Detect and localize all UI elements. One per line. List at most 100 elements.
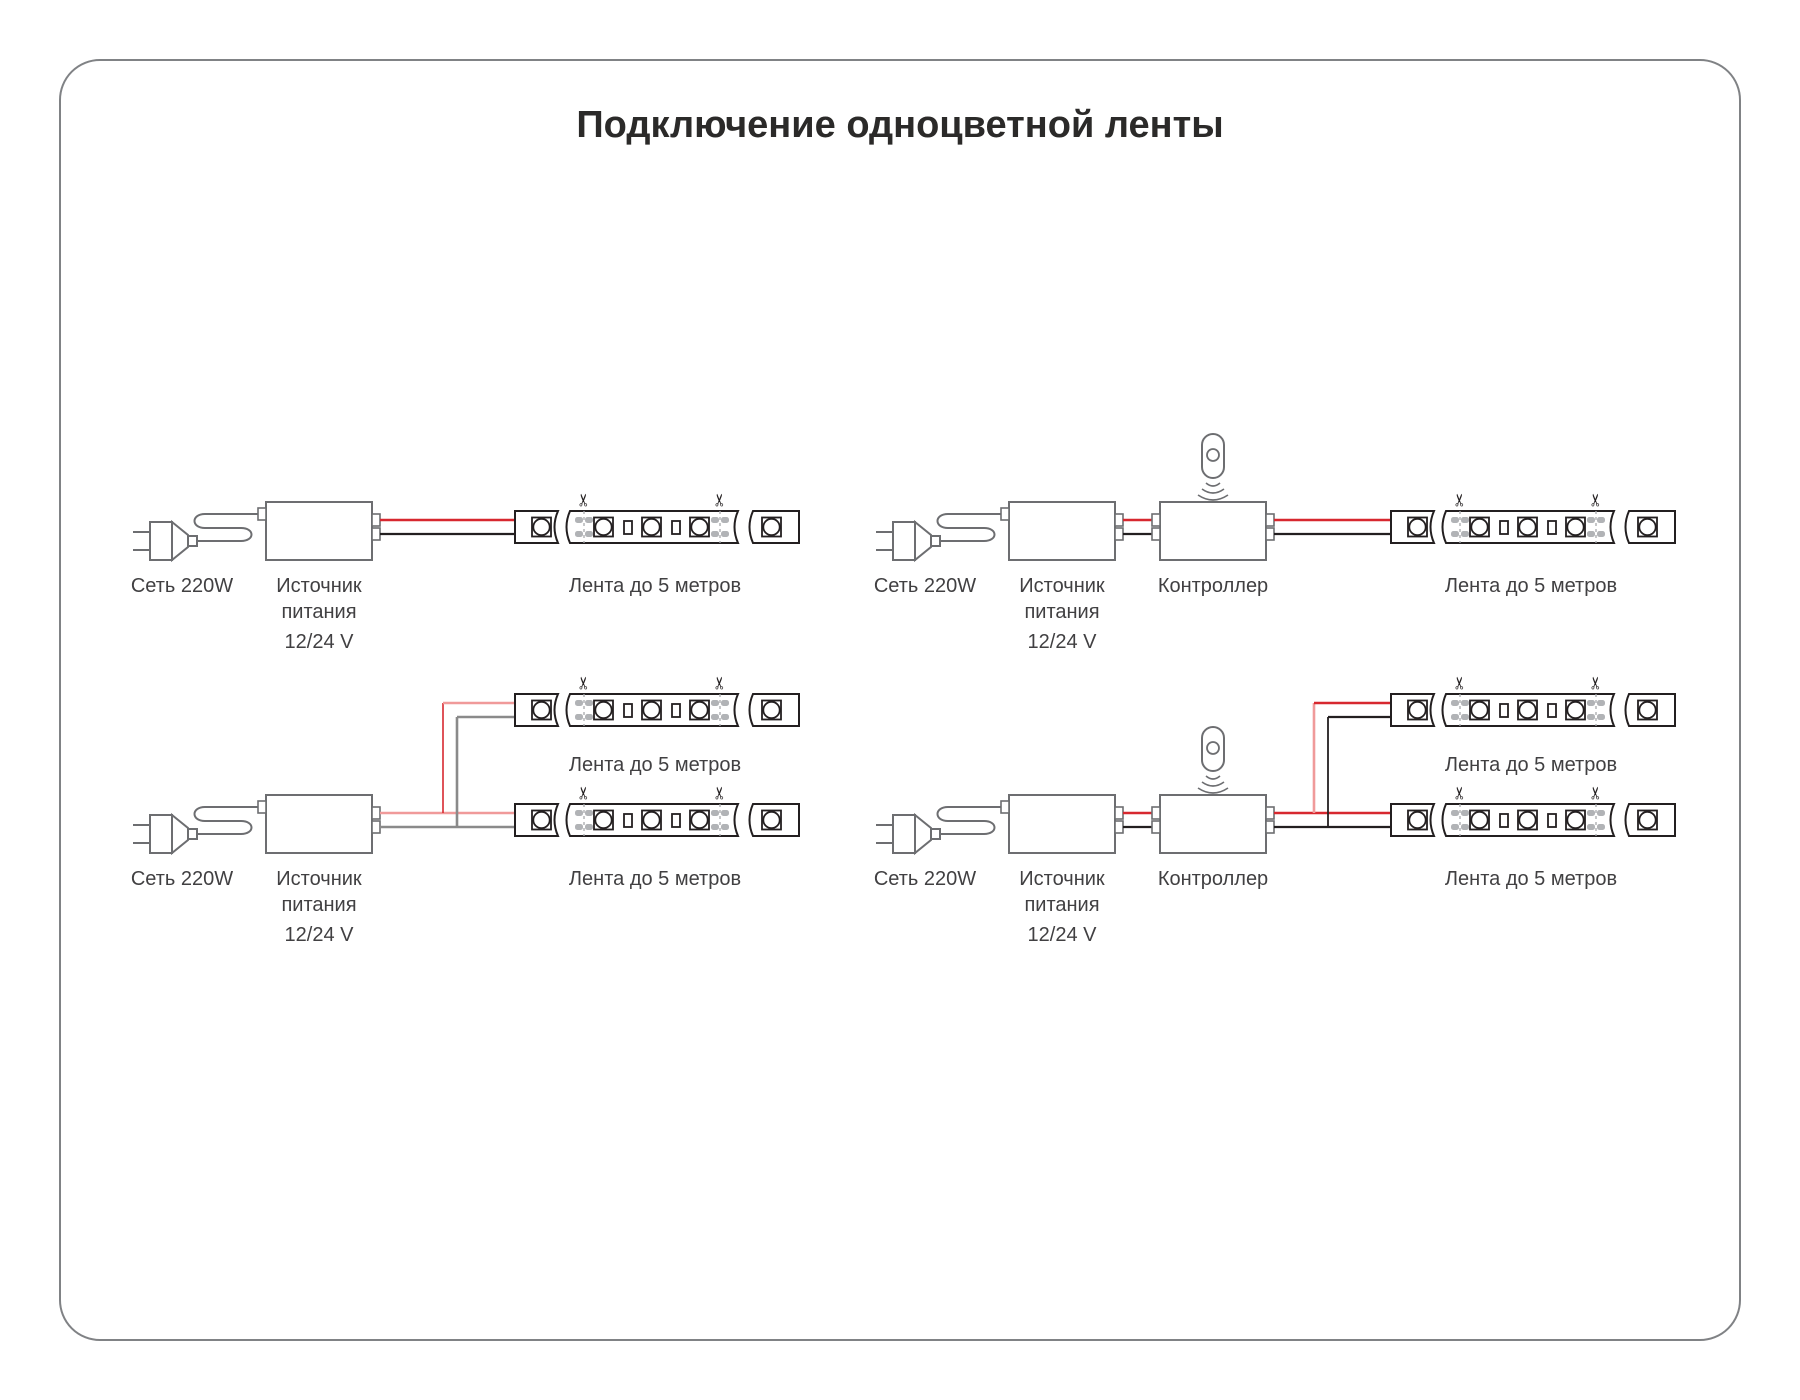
- signal-wave: [1205, 775, 1221, 780]
- solder-pads-icon: [575, 810, 593, 830]
- led-circle: [532, 700, 551, 720]
- connector-tab: [1114, 527, 1124, 541]
- solder-pad: [1597, 810, 1605, 816]
- power-supply-box: [1000, 794, 1124, 854]
- strip-lower-label: Лента до 5 метров: [1445, 868, 1617, 890]
- connector-tab: [1265, 820, 1275, 834]
- plug-cord-boot: [187, 535, 198, 547]
- power-supply-box: [257, 794, 381, 854]
- page-title: Подключение одноцветной ленты: [576, 104, 1223, 146]
- solder-pad: [1587, 531, 1595, 537]
- plug-nose: [171, 519, 189, 563]
- led-circle: [1638, 700, 1657, 720]
- solder-pad: [585, 824, 593, 830]
- strip-lower-label: Лента до 5 метров: [569, 868, 741, 890]
- led-chip-icon: [531, 699, 552, 721]
- scissors-icon: ✂: [1587, 493, 1606, 507]
- scissors-icon: ✂: [1451, 786, 1470, 800]
- diagram-psu-controller-single-strip: ✂ ✂ Сеть 220W Источник питания 12/24 V Ко…: [874, 433, 1676, 653]
- led-circle: [762, 517, 781, 537]
- resistor-icon: [1499, 813, 1509, 828]
- solder-pad: [585, 531, 593, 537]
- connector-tab: [371, 806, 381, 820]
- scissors-icon: ✂: [1587, 786, 1606, 800]
- connector-tab: [1000, 800, 1010, 814]
- led-circle: [1638, 810, 1657, 830]
- led-chip-icon: [1565, 516, 1586, 538]
- led-circle: [594, 517, 613, 537]
- psu-label-line1: Источник: [1019, 575, 1105, 597]
- resistor-icon: [623, 520, 633, 535]
- resistor-icon: [623, 703, 633, 718]
- psu-label-line2: питания: [281, 601, 356, 623]
- solder-pad: [585, 700, 593, 706]
- connector-tab: [1151, 820, 1161, 834]
- led-chip-icon: [1469, 699, 1490, 721]
- solder-pad: [721, 824, 729, 830]
- connector-tab: [257, 800, 267, 814]
- resistor-icon: [623, 813, 633, 828]
- solder-pads-icon: [575, 700, 593, 720]
- solder-pad: [585, 810, 593, 816]
- scissors-icon: ✂: [1451, 676, 1470, 690]
- solder-pad: [1597, 517, 1605, 523]
- led-chip-icon: [641, 516, 662, 538]
- led-chip-icon: [641, 809, 662, 831]
- mains-label: Сеть 220W: [874, 868, 976, 890]
- plug-nose: [171, 812, 189, 856]
- resistor-icon: [671, 813, 681, 828]
- led-circle: [1518, 810, 1537, 830]
- solder-pad: [1451, 517, 1459, 523]
- led-circle: [690, 517, 709, 537]
- solder-pads-icon: [711, 517, 729, 537]
- strip-label: Лента до 5 метров: [1445, 575, 1617, 597]
- led-circle: [594, 810, 613, 830]
- led-circle: [532, 810, 551, 830]
- connector-tab: [1000, 507, 1010, 521]
- solder-pad: [721, 531, 729, 537]
- scissors-icon: ✂: [711, 786, 730, 800]
- solder-pad: [721, 714, 729, 720]
- led-circle: [1470, 700, 1489, 720]
- solder-pad: [711, 700, 719, 706]
- led-chip-icon: [1637, 699, 1658, 721]
- psu-label-line2: питания: [1024, 601, 1099, 623]
- plug-body: [892, 814, 916, 854]
- psu-label-line1: Источник: [1019, 868, 1105, 890]
- power-cable: [936, 806, 1001, 835]
- led-chip-icon: [531, 516, 552, 538]
- signal-wave: [1197, 787, 1229, 794]
- power-cable: [936, 513, 1001, 542]
- power-plug-icon: [876, 812, 941, 856]
- solder-pad: [711, 810, 719, 816]
- power-supply-box-body: [265, 794, 373, 854]
- mains-label: Сеть 220W: [131, 575, 233, 597]
- signal-wave: [1201, 488, 1225, 494]
- signal-wave: [1201, 781, 1225, 787]
- psu-voltage-label: 12/24 V: [1028, 924, 1098, 946]
- resistor-icon: [1547, 520, 1557, 535]
- led-circle: [1470, 810, 1489, 830]
- power-supply-box-body: [265, 501, 373, 561]
- connector-tab: [1114, 513, 1124, 527]
- solder-pad: [575, 824, 583, 830]
- plug-cord-boot: [930, 828, 941, 840]
- resistor-icon: [1499, 520, 1509, 535]
- led-circle: [762, 810, 781, 830]
- led-circle: [1566, 517, 1585, 537]
- led-chip-icon: [761, 809, 782, 831]
- signal-wave: [1197, 494, 1229, 501]
- resistor-icon: [671, 703, 681, 718]
- led-chip-icon: [1469, 516, 1490, 538]
- solder-pads-icon: [1451, 810, 1469, 830]
- plug-cord-boot: [187, 828, 198, 840]
- solder-pad: [1461, 700, 1469, 706]
- led-circle: [1566, 810, 1585, 830]
- solder-pad: [575, 714, 583, 720]
- led-chip-icon: [1407, 516, 1428, 538]
- led-strip: ✂ ✂: [514, 676, 800, 727]
- led-circle: [690, 810, 709, 830]
- solder-pad: [575, 700, 583, 706]
- led-circle: [642, 517, 661, 537]
- led-circle: [690, 700, 709, 720]
